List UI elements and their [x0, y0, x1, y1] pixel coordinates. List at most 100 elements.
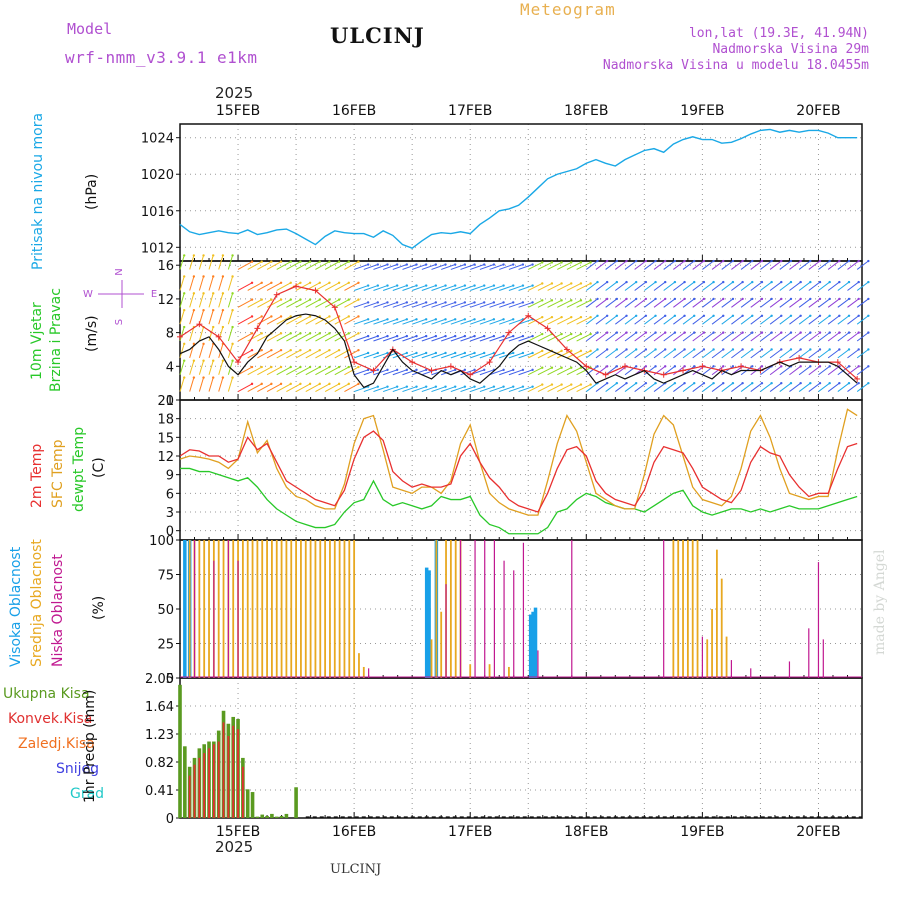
wind-arrow-head [625, 348, 628, 351]
wind-arrow-head [683, 314, 686, 317]
wind-arrow [227, 310, 234, 325]
wind-arrow-head [483, 318, 486, 321]
wind-arrow [731, 315, 743, 325]
wind-arrow [721, 365, 734, 376]
wind-arrow [682, 298, 695, 308]
wind-arrow [721, 332, 734, 342]
wind-arrow [412, 285, 427, 291]
wind-arrow-head [357, 315, 360, 318]
mid-cloud-bar [241, 540, 244, 678]
wind-arrow-head [644, 365, 648, 368]
wind-arrow [237, 383, 253, 393]
wind-arrow-head [570, 332, 573, 336]
wind-arrow-head [589, 315, 592, 319]
wind-arrow-head [760, 280, 764, 284]
wind-arrow [624, 260, 637, 270]
precip-ytick-label: 1.64 [145, 700, 174, 715]
wind-arrow-head [424, 301, 428, 304]
wind-arrow [344, 366, 359, 376]
wind-arrow [721, 315, 734, 325]
top-day-label: 19FEB [680, 103, 724, 119]
wind-arrow-head [605, 381, 609, 385]
wind-arrow-head [463, 351, 467, 355]
wind-arrow-head [828, 297, 831, 301]
wind-arrow [702, 315, 714, 325]
wind-arrow [595, 332, 608, 342]
wind-arrow-head [809, 348, 812, 351]
wind-arrow-head [473, 334, 476, 338]
wind-arrow [837, 260, 850, 270]
wind-arrow-head [654, 381, 657, 385]
wind-arrow [450, 352, 466, 359]
wind-arrow-head [809, 381, 812, 385]
conv-precip-bar [188, 775, 191, 818]
wind-arrow-head [531, 284, 534, 287]
wind-arrow-head [693, 314, 696, 317]
wind-arrow-head [463, 334, 467, 338]
wind-arrow [585, 332, 598, 342]
wind-arrow-head [357, 365, 360, 369]
temp-frame [179, 399, 863, 541]
wind-arrow-head [760, 297, 764, 301]
wind-arrow-head [596, 331, 599, 334]
wind-arrow [363, 264, 378, 270]
wind-arrow-head [202, 254, 205, 257]
wind-arrow [779, 298, 792, 308]
wind-ytick-label: 16 [157, 259, 174, 274]
wind-arrow-head [502, 368, 505, 372]
wind-arrow-head [289, 332, 292, 335]
wind-arrow [711, 260, 724, 270]
mid-cloud-bar [672, 540, 675, 678]
wind-arrow-head [828, 280, 831, 284]
wind-arrow-head [473, 318, 476, 321]
wind-arrow-head [512, 284, 515, 287]
high-cloud-bar [531, 611, 535, 678]
wind-arrow-head [541, 315, 544, 319]
wind-arrow [721, 298, 734, 308]
wind-arrow [595, 365, 608, 376]
wind-arrow [731, 332, 743, 342]
wind-arrow [856, 382, 869, 392]
wind-arrow-head [521, 334, 525, 338]
wind-arrow-head [570, 299, 573, 302]
wind-arrow [257, 261, 272, 270]
wind-arrow-head [366, 334, 370, 338]
wind-arrow-head [664, 259, 667, 263]
wind-arrow [266, 349, 282, 359]
wind-arrow-head [212, 359, 215, 362]
wind-arrow [421, 301, 437, 308]
wind-arrow [286, 316, 301, 325]
wind-arrow [208, 377, 214, 392]
wind-arrow [557, 316, 572, 325]
wind-arrow [634, 298, 647, 308]
wind-arrow [653, 332, 666, 342]
wind-arrow [179, 377, 185, 392]
wind-arrow [373, 352, 388, 359]
wind-arrow [760, 349, 772, 359]
top-day-label: 18FEB [564, 103, 608, 119]
compass-north: N [114, 268, 125, 275]
wind-arrow-head [289, 298, 292, 301]
wind-arrow-head [615, 297, 619, 301]
legend-snow: Snijeg [56, 761, 100, 777]
wind-arrow [595, 281, 608, 291]
wind-arrow-head [347, 315, 350, 318]
wind-arrow [653, 260, 666, 270]
cloud-ytick-label: 0 [166, 672, 174, 687]
cloud-ytick-label: 25 [157, 638, 174, 653]
wind-arrow [276, 349, 291, 359]
wind-arrow-head [299, 260, 302, 263]
high-cloud-bar [183, 540, 187, 678]
wind-arrow [489, 285, 504, 291]
wind-arrow [499, 369, 514, 376]
wind-arrow [402, 301, 417, 308]
wind-arrow [692, 349, 705, 359]
wind-arrow [344, 261, 359, 270]
wind-arrow [237, 349, 253, 359]
wind-arrow [557, 350, 572, 359]
wind-arrow [808, 281, 821, 291]
wind-arrow-head [634, 280, 638, 284]
wind-arrow [441, 264, 456, 270]
wind-arrow [721, 281, 734, 291]
wind-arrow [412, 352, 427, 359]
